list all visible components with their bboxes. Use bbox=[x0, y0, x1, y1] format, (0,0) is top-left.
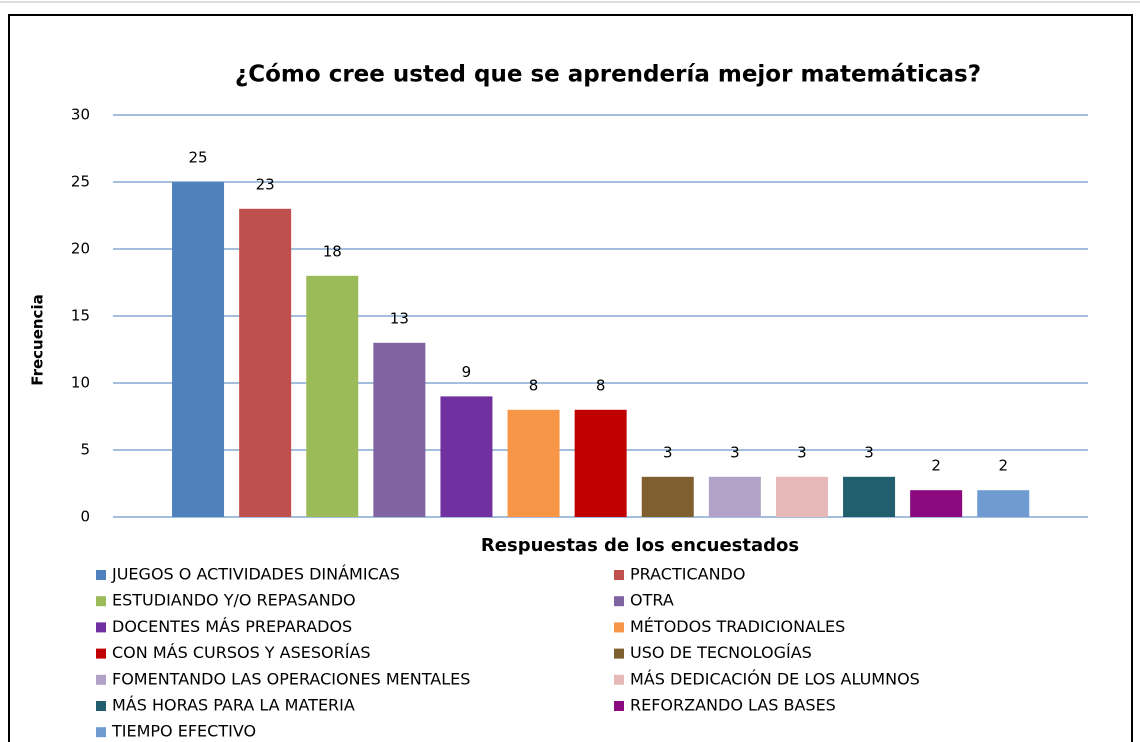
bar bbox=[977, 490, 1030, 517]
chart-frame bbox=[8, 14, 1133, 742]
data-label: 8 bbox=[529, 376, 539, 394]
legend-swatch bbox=[96, 570, 106, 580]
bar bbox=[440, 396, 493, 517]
legend-label: USO DE TECNOLOGÍAS bbox=[630, 643, 812, 662]
y-tick-label: 30 bbox=[71, 106, 90, 124]
bar bbox=[373, 342, 426, 517]
y-tick-label: 25 bbox=[71, 173, 90, 191]
legend-swatch bbox=[614, 622, 624, 633]
data-label: 2 bbox=[931, 457, 941, 475]
bar bbox=[172, 182, 225, 517]
y-tick-label: 15 bbox=[71, 307, 90, 325]
y-tick-label: 10 bbox=[71, 374, 90, 392]
data-label: 2 bbox=[998, 457, 1008, 475]
bar bbox=[507, 409, 560, 517]
x-axis-label: Respuestas de los encuestados bbox=[481, 535, 799, 556]
legend-label: FOMENTANDO LAS OPERACIONES MENTALES bbox=[112, 669, 470, 688]
bar bbox=[306, 275, 359, 517]
y-tick-label: 20 bbox=[71, 240, 90, 258]
legend-label: OTRA bbox=[630, 591, 674, 610]
legend-label: MÉTODOS TRADICIONALES bbox=[630, 617, 845, 636]
data-label: 3 bbox=[663, 443, 673, 461]
legend-label: TIEMPO EFECTIVO bbox=[111, 722, 256, 741]
legend-swatch bbox=[614, 648, 624, 659]
legend-label: DOCENTES MÁS PREPARADOS bbox=[112, 617, 352, 636]
legend-swatch bbox=[614, 701, 624, 711]
bar bbox=[239, 208, 292, 518]
legend-label: JUEGOS O ACTIVIDADES DINÁMICAS bbox=[111, 565, 400, 584]
legend-label: REFORZANDO LAS BASES bbox=[630, 696, 836, 715]
legend-swatch bbox=[96, 701, 106, 711]
legend-swatch bbox=[96, 727, 106, 738]
y-tick-label: 5 bbox=[80, 441, 90, 459]
legend-swatch bbox=[96, 622, 106, 633]
legend-swatch bbox=[96, 648, 106, 659]
legend-swatch bbox=[614, 570, 624, 580]
legend-label: ESTUDIANDO Y/O REPASANDO bbox=[112, 591, 356, 610]
data-label: 25 bbox=[189, 149, 208, 167]
data-label: 23 bbox=[256, 175, 275, 193]
y-axis-label: Frecuencia bbox=[29, 294, 47, 385]
bar bbox=[775, 476, 828, 517]
bar bbox=[641, 476, 694, 517]
data-label: 8 bbox=[596, 376, 606, 394]
data-label: 9 bbox=[462, 363, 472, 381]
data-label: 3 bbox=[864, 443, 874, 461]
chart-title: ¿Cómo cree usted que se aprendería mejor… bbox=[235, 62, 981, 88]
bar bbox=[910, 490, 963, 517]
data-label: 3 bbox=[797, 443, 807, 461]
legend-label: CON MÁS CURSOS Y ASESORÍAS bbox=[112, 643, 371, 662]
data-label: 18 bbox=[323, 242, 342, 260]
legend-swatch bbox=[96, 674, 106, 685]
y-tick-label: 0 bbox=[80, 508, 90, 526]
data-label: 13 bbox=[390, 309, 409, 327]
bar bbox=[843, 476, 896, 517]
legend-label: MÁS HORAS PARA LA MATERIA bbox=[112, 696, 355, 715]
legend-label: MÁS DEDICACIÓN DE LOS ALUMNOS bbox=[630, 669, 920, 688]
legend-swatch bbox=[614, 596, 624, 607]
legend-swatch bbox=[96, 596, 106, 607]
data-label: 3 bbox=[730, 443, 740, 461]
legend-swatch bbox=[614, 674, 624, 685]
bar bbox=[708, 476, 761, 517]
legend-label: PRACTICANDO bbox=[630, 565, 745, 584]
bar bbox=[574, 409, 627, 517]
